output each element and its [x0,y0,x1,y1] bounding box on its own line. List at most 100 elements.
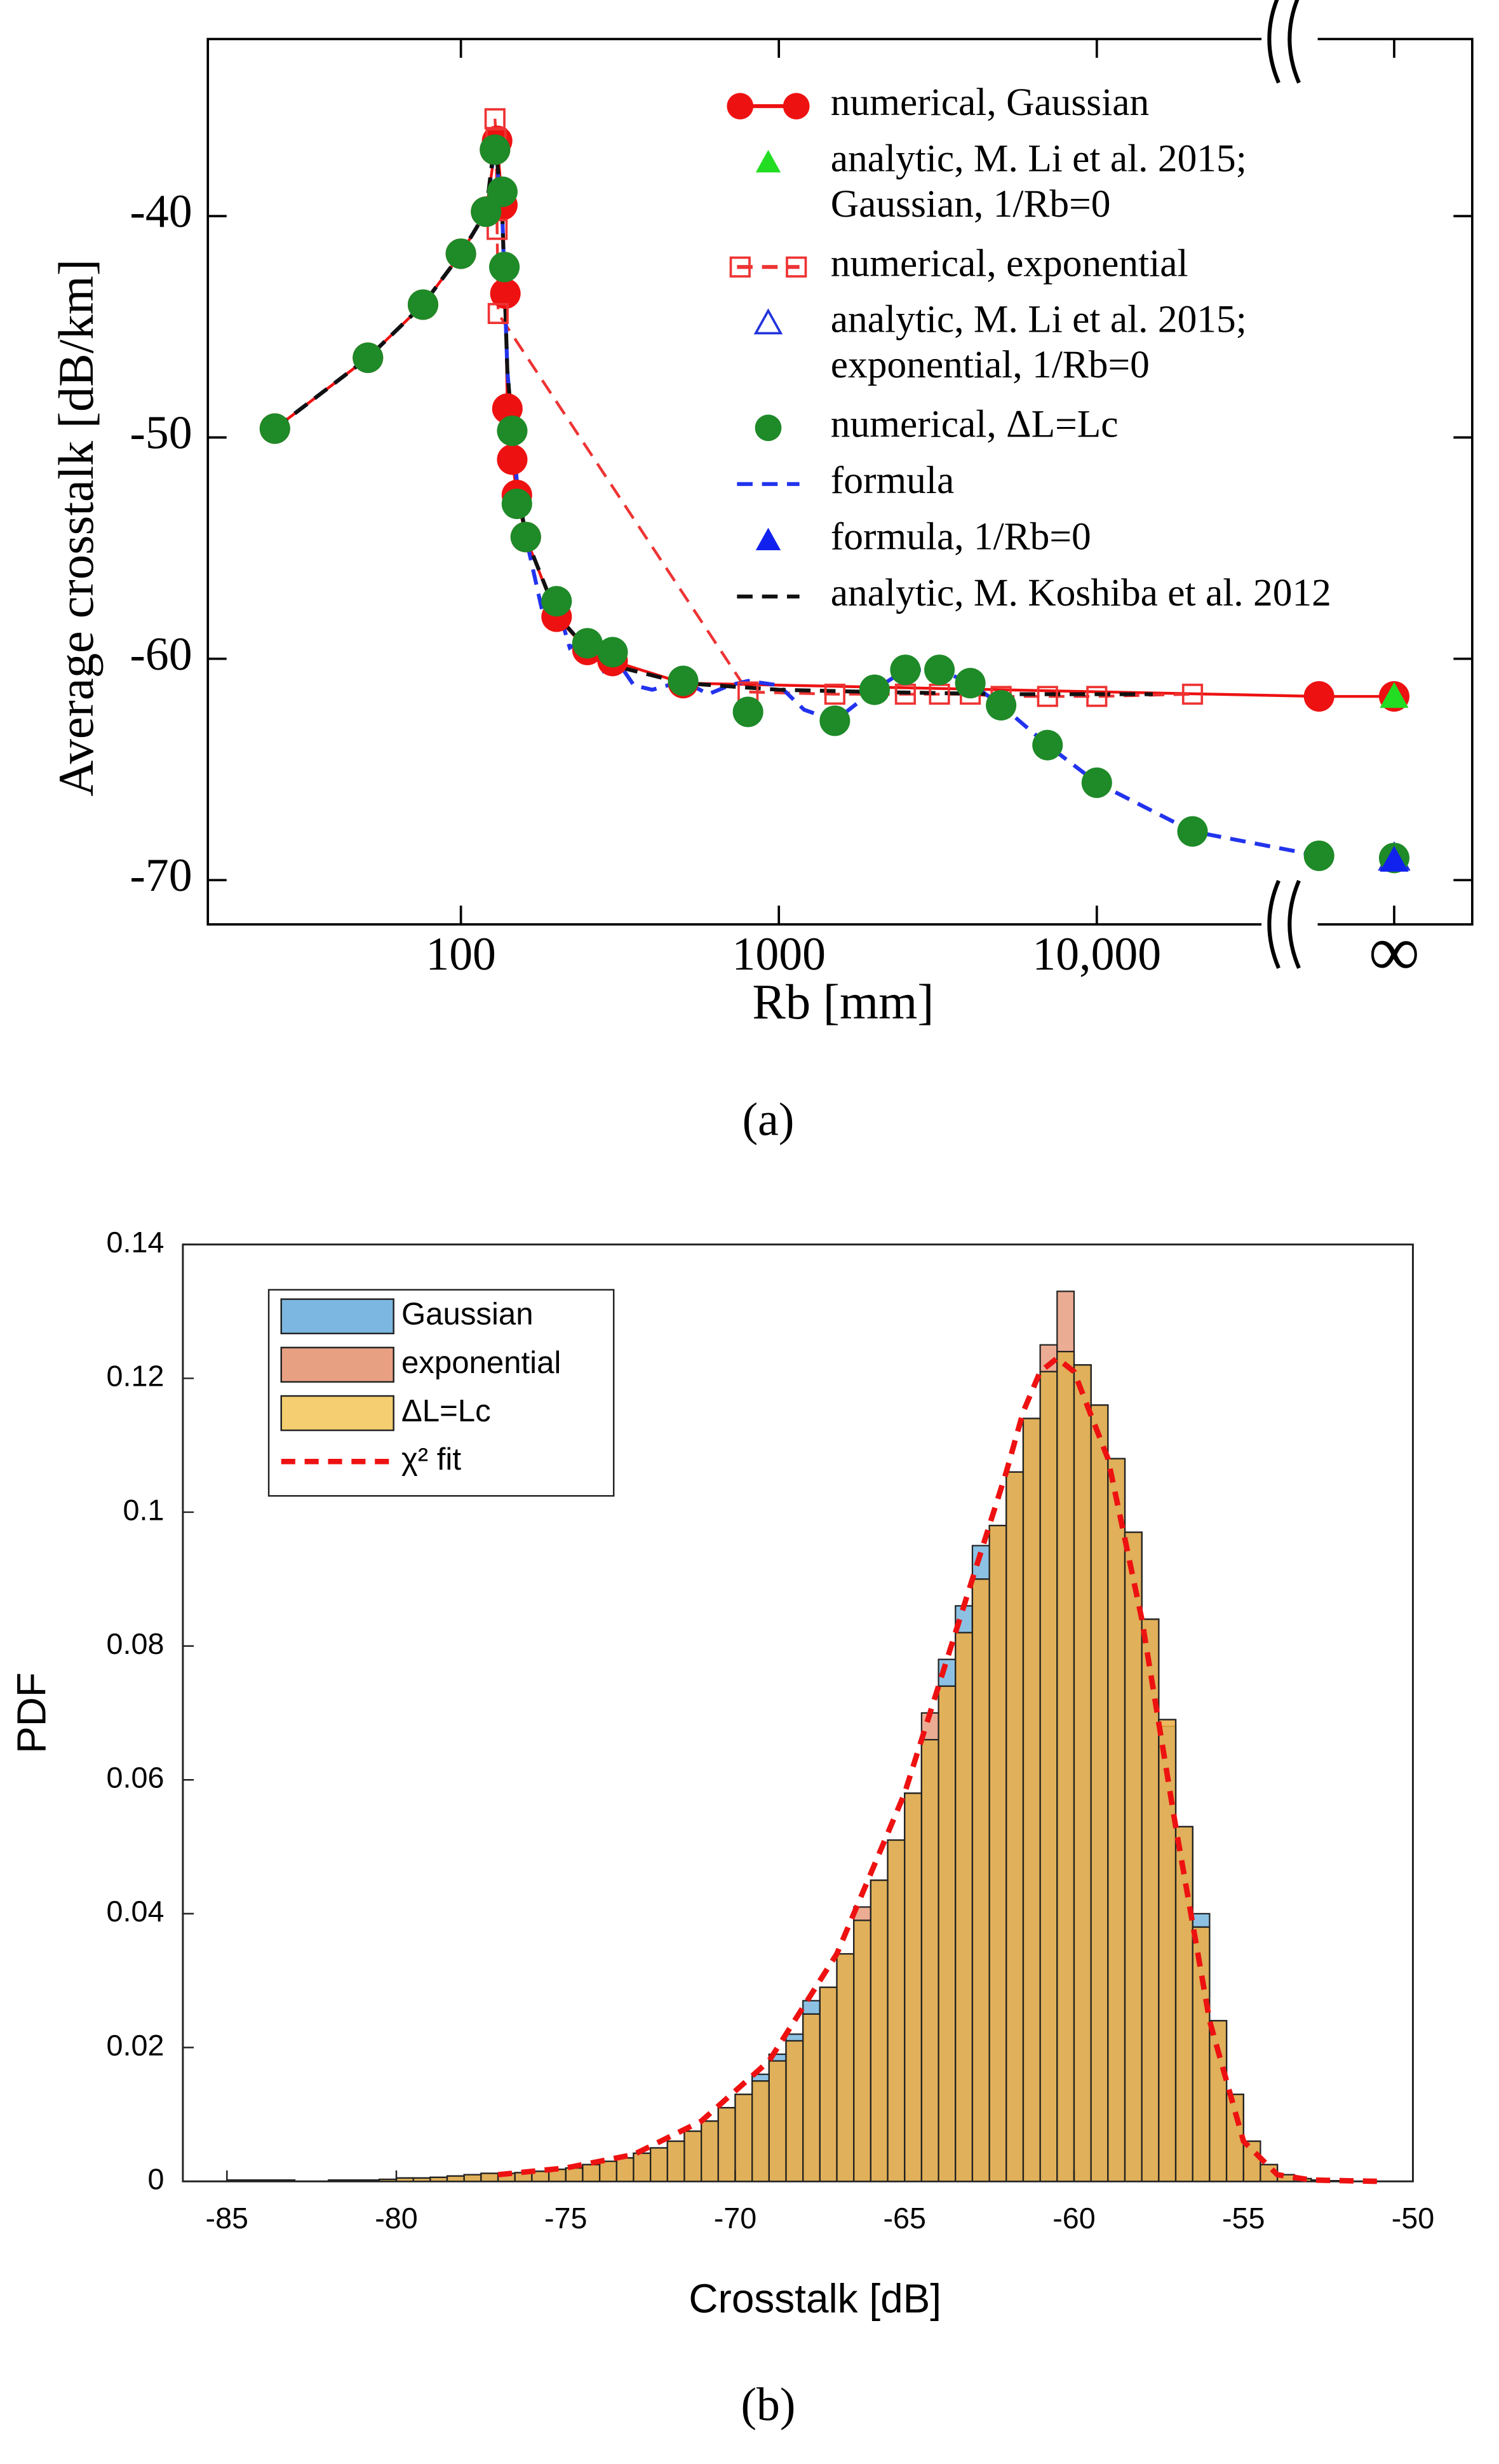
marker [986,689,1017,721]
histogram-bar [650,2147,668,2183]
histogram-bar [1039,1371,1058,2183]
y-tick-label: -70 [130,849,192,901]
x-tick-label: -70 [714,2202,756,2235]
histogram-bar [1209,2020,1228,2183]
marker [786,256,807,278]
marker [259,413,290,444]
marker [497,444,528,475]
histogram-bar [379,2178,398,2183]
histogram-bar [615,2157,635,2183]
histogram-bar [226,2179,245,2183]
marker [1177,816,1208,847]
marker [480,134,511,165]
marker [501,488,532,520]
marker [1081,767,1112,798]
x-tick-label: 10,000 [1032,928,1161,980]
histogram-bar [768,2060,787,2183]
histogram-bar [1192,1926,1211,2183]
x-tick-label: -75 [544,2202,587,2235]
histogram-bar [971,1578,990,2183]
legend-label: numerical, exponential [831,241,1188,285]
x-tick-label: -55 [1222,2202,1265,2235]
histogram-bar [802,2013,821,2183]
marker [753,308,783,335]
x-tick-label: -50 [1392,2202,1434,2235]
legend-label: χ² fit [401,1442,461,1477]
marker [1032,729,1063,761]
marker [1086,686,1108,707]
axis-break [1267,879,1281,969]
marker [732,696,763,728]
histogram-bar [1260,2163,1279,2183]
x-tick-label: ∞ [1369,912,1420,991]
y-axis-label: Average crosstalk [dB/km] [49,259,104,797]
axis-break [1287,0,1301,84]
marker [824,683,845,705]
marker [890,654,921,686]
y-axis-label: PDF [8,1672,54,1754]
caption: (b) [741,2378,796,2430]
y-tick-label: 0.02 [107,2029,165,2062]
marker [955,668,986,699]
x-tick-label: -85 [206,2202,248,2235]
y-tick-label: -50 [130,406,192,458]
histogram-bar [633,2152,652,2183]
histogram-bar [344,2179,363,2183]
legend-label-line: analytic, M. Li et al. 2015; [831,137,1247,180]
histogram-bar [920,1738,939,2183]
marker [924,654,955,686]
histogram-bar [582,2163,601,2183]
histogram-bar [870,1879,889,2183]
legend-swatch [280,1346,394,1383]
marker [353,342,384,374]
histogram-bar [463,2174,482,2183]
histogram-bar [480,2172,499,2183]
legend-label: ΔL=Lc [401,1394,491,1428]
x-axis-label: Rb [mm] [752,975,934,1030]
marker [1380,682,1409,708]
fit-line [497,1355,1380,2184]
legend-label: analytic, M. Koshiba et al. 2012 [831,571,1331,614]
histogram-bar [429,2176,448,2183]
legend-label: formula, 1/Rb=0 [831,515,1091,558]
marker [1181,683,1204,705]
marker [407,289,438,320]
histogram-bar [904,1792,923,2183]
marker [859,674,890,705]
axis-break [1267,0,1281,84]
marker [755,527,781,551]
marker [783,93,810,120]
legend-swatch [280,1298,394,1334]
x-axis-label: Crosstalk [dB] [689,2275,941,2321]
legend-swatch [280,1395,394,1432]
histogram-bar [243,2179,262,2183]
y-tick-label: -40 [130,185,192,237]
histogram-bar [598,2160,617,2183]
histogram-bar [887,1839,906,2183]
legend-label-line: exponential, 1/Rb=0 [831,343,1150,386]
axis-break [1287,879,1301,969]
x-tick-label: -65 [883,2202,925,2235]
histogram-bar [565,2167,584,2183]
histogram-bar [1090,1404,1109,2183]
y-tick-label: 0.04 [107,1895,165,1928]
histogram-bar [734,2094,753,2183]
histogram-bar [1073,1364,1092,2183]
legend-label: exponential [401,1346,561,1380]
marker [484,108,506,130]
marker [597,637,628,668]
legend-label: Gaussian [401,1297,534,1332]
marker [755,414,782,442]
y-tick-label: 0.14 [107,1226,165,1259]
plot-frame [206,37,1474,926]
x-tick-label: 100 [426,928,496,980]
histogram-bar [853,1919,871,2183]
histogram-bar [683,2130,702,2183]
legend-label-line: Gaussian, 1/Rb=0 [831,182,1111,226]
marker [727,93,754,120]
histogram-bar [1022,1418,1041,2183]
histogram-bar [277,2179,296,2183]
marker [1380,846,1409,872]
